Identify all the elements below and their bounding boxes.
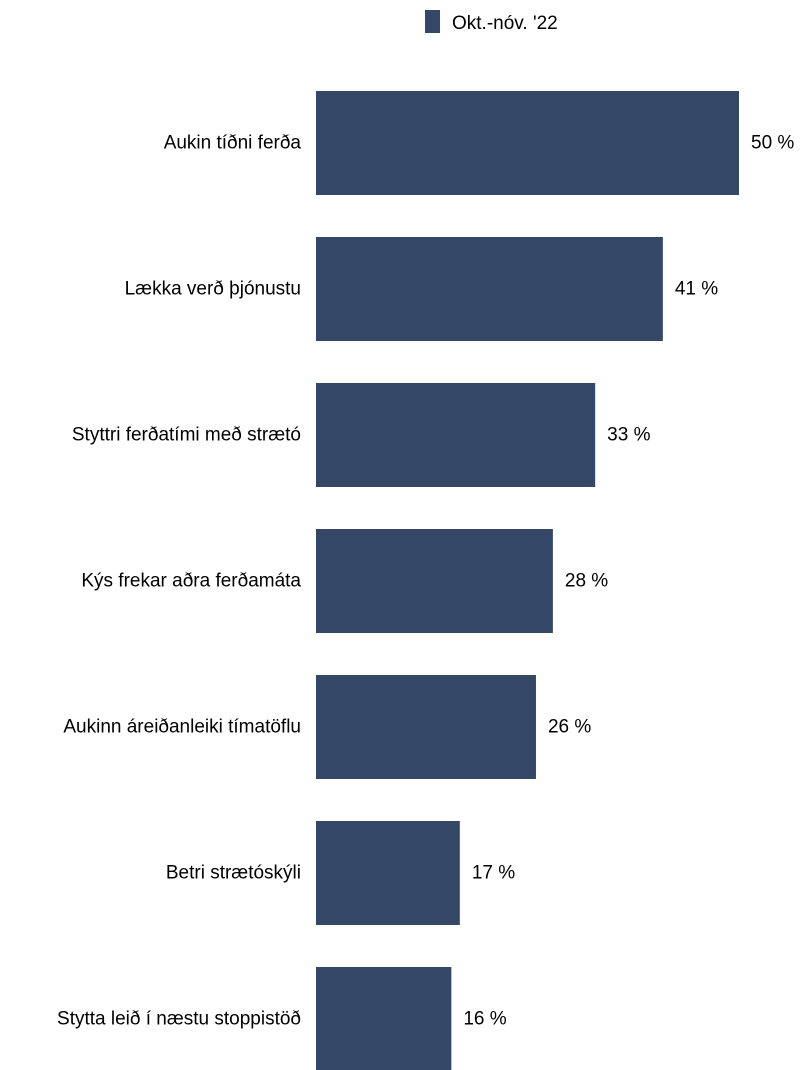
category-label-4: Aukinn áreiðanleiki tímatöflu (63, 717, 301, 738)
legend-label: Okt.-nóv. '22 (452, 13, 558, 34)
bar-5 (316, 821, 460, 925)
value-label-0: 50 % (751, 133, 794, 154)
bar-2 (316, 383, 596, 487)
category-label-0: Aukin tíðni ferða (164, 133, 302, 154)
value-label-4: 26 % (548, 717, 591, 738)
value-labels-group: 50 % 41 % 33 % 28 % 26 % 17 % 16 % (463, 133, 794, 1030)
bar-4 (316, 675, 536, 779)
value-label-3: 28 % (565, 571, 608, 592)
value-label-1: 41 % (675, 279, 718, 300)
value-label-6: 16 % (463, 1009, 506, 1030)
category-label-5: Betri strætóskýli (166, 863, 301, 884)
category-label-3: Kýs frekar aðra ferðamáta (81, 571, 301, 592)
category-label-6: Stytta leið í næstu stoppistöð (57, 1009, 301, 1030)
bar-0 (316, 91, 739, 195)
bar-3 (316, 529, 553, 633)
bars-group (316, 91, 739, 1070)
category-label-2: Styttri ferðatími með strætó (72, 425, 301, 446)
bar-6 (316, 967, 452, 1070)
value-label-2: 33 % (607, 425, 650, 446)
value-label-5: 17 % (472, 863, 515, 884)
bar-1 (316, 237, 663, 341)
category-label-1: Lækka verð þjónustu (125, 279, 301, 300)
category-labels-group: Aukin tíðni ferða Lækka verð þjónustu Styt… (57, 133, 301, 1030)
legend-swatch (425, 10, 440, 33)
chart-legend: Okt.-nóv. '22 (425, 10, 558, 34)
